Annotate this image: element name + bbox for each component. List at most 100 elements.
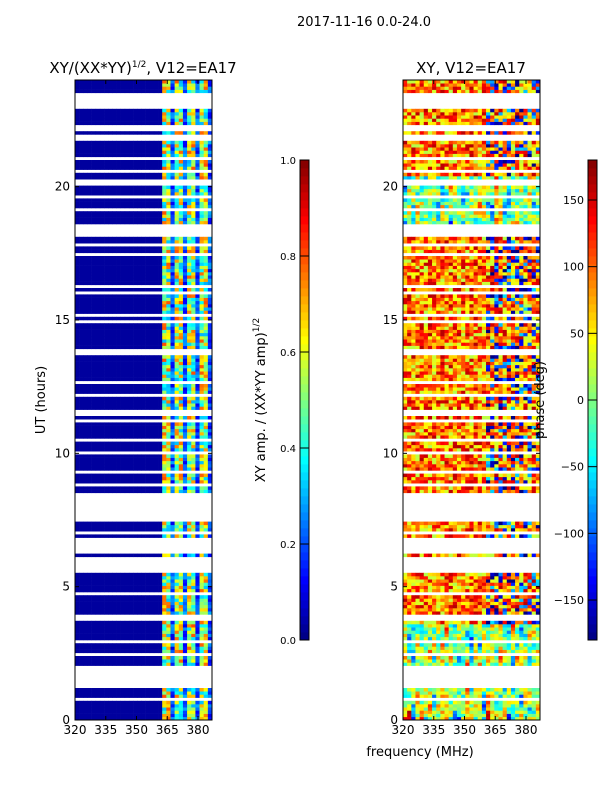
heatmap-cell bbox=[79, 256, 84, 260]
heatmap-cell bbox=[133, 604, 138, 609]
heatmap-cell bbox=[199, 489, 204, 494]
heatmap-cell bbox=[108, 422, 113, 426]
heatmap-cell bbox=[95, 374, 101, 378]
heatmap-cell bbox=[104, 131, 109, 135]
heatmap-cell bbox=[195, 595, 200, 599]
heatmap-cell bbox=[191, 643, 196, 647]
heatmap-cell bbox=[120, 368, 126, 372]
heatmap-cell bbox=[174, 428, 180, 433]
heatmap-cell bbox=[515, 630, 520, 634]
heatmap-cell bbox=[456, 691, 462, 695]
heatmap-cell bbox=[187, 454, 192, 458]
heatmap-cell bbox=[178, 454, 184, 458]
heatmap-cell bbox=[87, 576, 92, 580]
heatmap-cell bbox=[174, 249, 180, 254]
heatmap-cell bbox=[108, 268, 113, 273]
heatmap-cell bbox=[87, 118, 92, 122]
heatmap-cell bbox=[149, 176, 155, 180]
heatmap-cell bbox=[120, 448, 126, 452]
heatmap-cell bbox=[191, 694, 196, 698]
heatmap-cell bbox=[87, 288, 92, 292]
heatmap-cell bbox=[141, 121, 146, 126]
heatmap-cell bbox=[133, 416, 138, 420]
heatmap-cell bbox=[162, 220, 167, 225]
heatmap-cell bbox=[174, 278, 180, 282]
heatmap-cell bbox=[133, 361, 138, 366]
heatmap-cell bbox=[83, 326, 88, 330]
heatmap-cell bbox=[128, 83, 134, 87]
heatmap-cell bbox=[203, 476, 209, 481]
heatmap-cell bbox=[432, 716, 437, 721]
heatmap-cell bbox=[137, 448, 142, 452]
heatmap-cell bbox=[75, 633, 80, 638]
heatmap-cell bbox=[112, 163, 117, 167]
heatmap-cell bbox=[145, 704, 151, 708]
heatmap-cell bbox=[452, 691, 458, 695]
heatmap-cell bbox=[199, 633, 204, 638]
heatmap-cell bbox=[510, 688, 516, 692]
heatmap-cell bbox=[145, 272, 151, 276]
heatmap-cell bbox=[149, 326, 155, 330]
heatmap-cell bbox=[149, 172, 155, 177]
x-tick-label: 365 bbox=[156, 723, 179, 737]
heatmap-cell bbox=[469, 627, 474, 631]
heatmap-cell bbox=[158, 534, 163, 538]
heatmap-cell bbox=[133, 710, 138, 714]
heatmap-cell bbox=[153, 201, 159, 206]
heatmap-cell bbox=[153, 275, 159, 279]
heatmap-cell bbox=[124, 473, 130, 478]
heatmap-cell bbox=[535, 700, 541, 705]
heatmap-cell bbox=[104, 611, 109, 615]
heatmap-cell bbox=[128, 601, 134, 606]
heatmap-cell bbox=[137, 691, 142, 695]
heatmap-cell bbox=[99, 636, 105, 641]
heatmap-cell bbox=[199, 624, 204, 628]
heatmap-cell bbox=[145, 240, 151, 244]
heatmap-cell bbox=[149, 624, 155, 628]
heatmap-cell bbox=[419, 624, 425, 628]
heatmap-cell bbox=[87, 364, 92, 369]
heatmap-cell bbox=[195, 582, 200, 586]
heatmap-cell bbox=[87, 572, 92, 577]
heatmap-cell bbox=[515, 646, 520, 650]
heatmap-cell bbox=[104, 460, 109, 465]
heatmap-cell bbox=[133, 700, 138, 705]
heatmap-cell bbox=[158, 457, 163, 462]
heatmap-cell bbox=[124, 521, 130, 526]
heatmap-cell bbox=[83, 316, 88, 321]
heatmap-cell bbox=[203, 384, 209, 388]
heatmap-cell bbox=[158, 265, 163, 270]
heatmap-cell bbox=[473, 716, 479, 721]
heatmap-cell bbox=[83, 691, 88, 695]
heatmap-cell bbox=[207, 374, 213, 378]
heatmap-cell bbox=[128, 659, 134, 663]
heatmap-cell bbox=[162, 307, 167, 311]
heatmap-cell bbox=[170, 585, 175, 590]
heatmap-cell bbox=[108, 188, 113, 193]
heatmap-cell bbox=[527, 688, 532, 692]
heatmap-cell bbox=[174, 342, 180, 346]
heatmap-cell bbox=[199, 364, 204, 369]
heatmap-cell bbox=[149, 553, 155, 558]
heatmap-cell bbox=[535, 688, 541, 692]
heatmap-cell bbox=[149, 416, 155, 420]
heatmap-cell bbox=[124, 476, 130, 481]
heatmap-cell bbox=[95, 361, 101, 366]
heatmap-cell bbox=[187, 323, 192, 327]
heatmap-cell bbox=[207, 204, 213, 209]
heatmap-cell bbox=[79, 188, 84, 193]
heatmap-cell bbox=[133, 364, 138, 369]
heatmap-cell bbox=[174, 646, 180, 650]
heatmap-cell bbox=[187, 288, 192, 292]
heatmap-cell bbox=[128, 480, 134, 484]
heatmap-cell bbox=[158, 460, 163, 465]
heatmap-cell bbox=[403, 633, 408, 638]
heatmap-cell bbox=[133, 572, 138, 577]
heatmap-cell bbox=[195, 89, 200, 94]
heatmap-cell bbox=[182, 630, 188, 634]
heatmap-cell bbox=[145, 118, 151, 122]
heatmap-cell bbox=[523, 713, 528, 718]
heatmap-cell bbox=[99, 601, 105, 606]
heatmap-cell bbox=[141, 368, 146, 372]
heatmap-cell bbox=[207, 476, 213, 481]
